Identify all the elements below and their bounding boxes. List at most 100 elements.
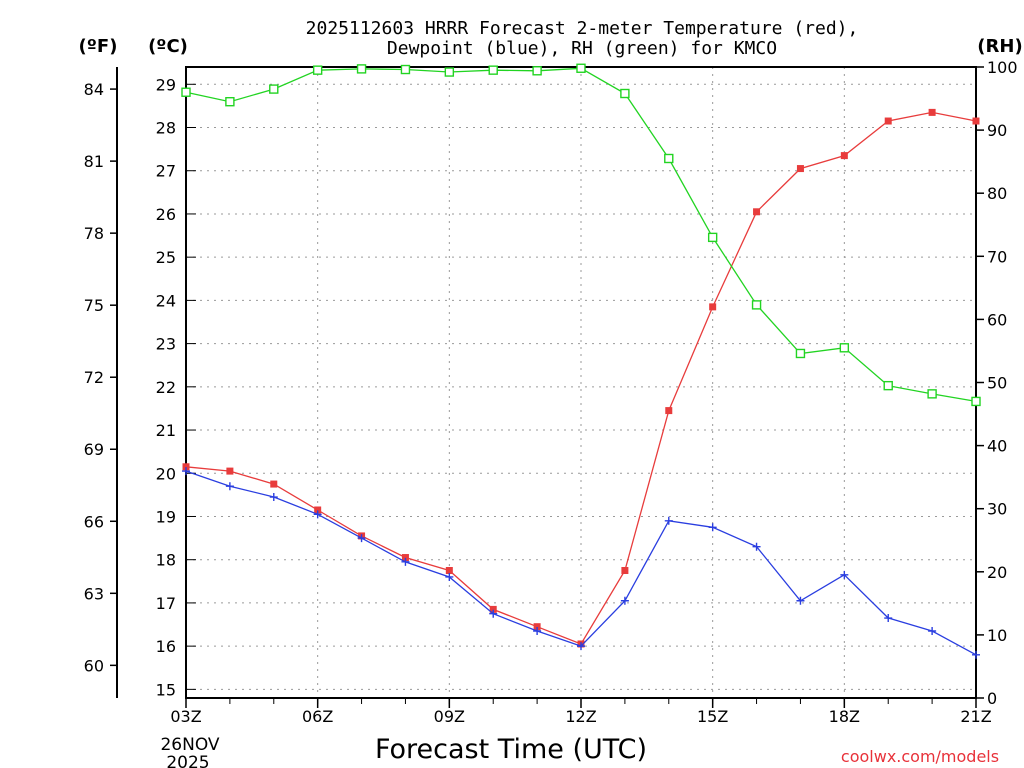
rh-point bbox=[181, 87, 191, 97]
credit-text: coolwx.com/models bbox=[841, 747, 999, 766]
temperature-point bbox=[314, 506, 322, 514]
rh-point bbox=[927, 389, 937, 399]
tick-labels: 15 16 17 18 19 20 21 22 23 24 25 26 27 28 29 60 63 66 69 72… bbox=[84, 58, 1018, 726]
temperature-point bbox=[226, 467, 234, 475]
celsius-axis-label: (ºC) bbox=[148, 36, 188, 57]
rh-tick-label: 80 bbox=[987, 184, 1007, 203]
celsius-tick-label: 25 bbox=[156, 248, 176, 267]
celsius-tick-label: 16 bbox=[156, 637, 176, 656]
date-label-day: 26NOV bbox=[160, 735, 219, 755]
fahrenheit-tick-label: 63 bbox=[84, 584, 104, 603]
rh-point bbox=[532, 66, 542, 76]
rh-tick-label: 100 bbox=[987, 58, 1018, 77]
rh-point bbox=[225, 97, 235, 107]
x-axis-title: Forecast Time (UTC) bbox=[375, 734, 647, 765]
rh-point bbox=[576, 63, 586, 73]
temperature-point bbox=[753, 208, 761, 216]
chart-title-line2: Dewpoint (blue), RH (green) for KMCO bbox=[387, 38, 777, 59]
fahrenheit-tick-label: 60 bbox=[84, 656, 104, 675]
rh-point bbox=[839, 343, 850, 353]
temperature-point bbox=[709, 303, 717, 311]
x-tick-label: 21Z bbox=[960, 707, 991, 726]
temperature-point bbox=[182, 463, 190, 471]
rh-axis-label: (RH) bbox=[977, 36, 1022, 57]
rh-tick-label: 40 bbox=[987, 437, 1007, 456]
fahrenheit-tick-label: 81 bbox=[84, 152, 104, 171]
dewpoint-point bbox=[796, 596, 805, 605]
rh-point bbox=[620, 88, 630, 99]
dewpoint-point bbox=[928, 627, 937, 636]
dewpoint-point bbox=[357, 534, 366, 543]
rh-point bbox=[795, 348, 806, 359]
dewpoint-point bbox=[401, 557, 410, 566]
celsius-tick-label: 21 bbox=[156, 421, 176, 440]
dewpoint-point bbox=[269, 493, 278, 502]
x-tick-label: 18Z bbox=[829, 707, 860, 726]
dewpoint-series bbox=[182, 467, 980, 659]
rh-line bbox=[185, 67, 977, 403]
fahrenheit-tick-label: 84 bbox=[84, 80, 104, 99]
celsius-tick-label: 19 bbox=[156, 507, 176, 526]
dewpoint-point bbox=[972, 650, 980, 659]
date-label-year: 2025 bbox=[166, 753, 209, 768]
dewpoint-point bbox=[577, 642, 585, 651]
temperature-point bbox=[665, 407, 673, 415]
rh-tick-label: 60 bbox=[987, 310, 1007, 329]
fahrenheit-tick-label: 75 bbox=[84, 296, 104, 315]
grid bbox=[185, 67, 977, 698]
rh-tick-label: 30 bbox=[987, 500, 1007, 519]
dewpoint-point bbox=[225, 482, 234, 491]
rh-point bbox=[664, 153, 674, 164]
fahrenheit-tick-label: 69 bbox=[84, 440, 104, 459]
temperature-point bbox=[928, 108, 936, 116]
x-tick-label: 06Z bbox=[302, 707, 333, 726]
rh-tick-label: 50 bbox=[987, 374, 1007, 393]
temperature-point bbox=[621, 567, 629, 575]
rh-tick-label: 70 bbox=[987, 247, 1007, 266]
rh-tick-label: 20 bbox=[987, 563, 1007, 582]
x-tick-label: 03Z bbox=[170, 707, 201, 726]
rh-point bbox=[488, 65, 498, 75]
rh-tick-label: 90 bbox=[987, 121, 1007, 140]
x-tick-label: 09Z bbox=[434, 707, 465, 726]
rh-point bbox=[269, 84, 279, 94]
temperature-point bbox=[840, 152, 848, 160]
dewpoint-point bbox=[620, 596, 629, 605]
dewpoint-point bbox=[182, 467, 190, 476]
fahrenheit-tick-label: 78 bbox=[84, 224, 104, 243]
dewpoint-point bbox=[489, 609, 498, 618]
rh-series bbox=[181, 63, 981, 407]
celsius-tick-label: 15 bbox=[156, 680, 176, 699]
dewpoint-point bbox=[884, 614, 893, 623]
dewpoint-point bbox=[708, 523, 717, 532]
temperature-point bbox=[796, 165, 804, 173]
rh-point bbox=[707, 232, 718, 243]
rh-point bbox=[400, 64, 411, 75]
dewpoint-point bbox=[313, 510, 322, 519]
rh-point bbox=[971, 396, 981, 407]
celsius-tick-label: 27 bbox=[156, 162, 176, 181]
celsius-tick-label: 23 bbox=[156, 335, 176, 354]
temperature-point bbox=[270, 480, 278, 488]
celsius-tick-label: 20 bbox=[156, 464, 176, 483]
celsius-tick-label: 28 bbox=[156, 119, 176, 138]
celsius-tick-label: 18 bbox=[156, 551, 176, 570]
temperature-point bbox=[884, 117, 892, 125]
celsius-tick-label: 17 bbox=[156, 594, 176, 613]
dewpoint-point bbox=[533, 627, 542, 636]
series-group bbox=[181, 63, 981, 659]
celsius-tick-label: 26 bbox=[156, 205, 176, 224]
chart-title-line1: 2025112603 HRRR Forecast 2-meter Tempera… bbox=[306, 18, 859, 39]
temperature-point bbox=[972, 117, 980, 125]
temperature-point bbox=[489, 605, 497, 613]
axes bbox=[110, 66, 984, 708]
rh-point bbox=[444, 67, 455, 77]
fahrenheit-tick-label: 66 bbox=[84, 512, 104, 531]
dewpoint-point bbox=[445, 572, 454, 581]
temperature-series bbox=[182, 108, 980, 648]
rh-tick-label: 0 bbox=[987, 689, 997, 708]
celsius-tick-label: 24 bbox=[156, 291, 176, 310]
rh-point bbox=[883, 380, 893, 391]
celsius-tick-label: 29 bbox=[156, 75, 176, 94]
